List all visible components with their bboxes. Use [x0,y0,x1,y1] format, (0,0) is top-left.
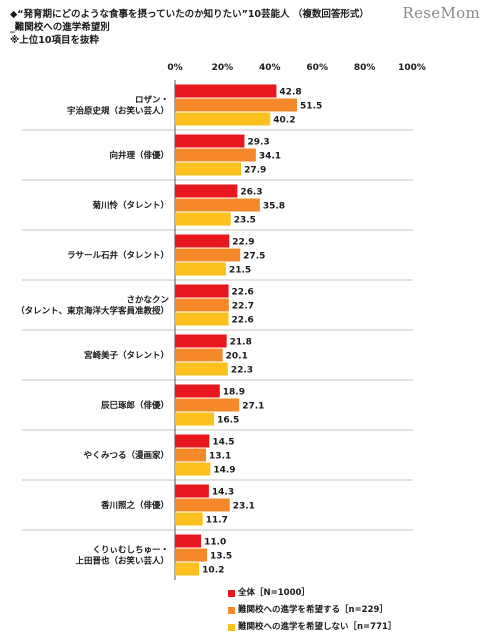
bar [175,334,227,348]
bar [175,548,207,562]
data-label: 16.5 [217,415,239,425]
x-tick-label: 60% [306,63,328,73]
data-label: 14.3 [212,487,234,497]
bar [175,512,203,526]
bar [175,398,240,412]
data-label: 27.5 [243,251,265,261]
data-label: 14.9 [213,465,235,475]
category-label: 香川照之（俳優） [100,500,169,511]
x-tick-label: 20% [212,63,234,73]
bar [175,184,238,198]
category-label: 宇治原史規（お笑い芸人） [67,106,169,117]
bar [175,562,200,576]
category-label: やくみつる（漫画家） [84,450,169,461]
bar [175,84,277,98]
bar [175,162,242,176]
legend-label-want: 難関校への進学を希望する［n=229］ [238,605,388,615]
data-label: 40.2 [273,115,295,125]
data-label: 29.3 [247,137,269,147]
bar [175,412,215,426]
data-label: 27.1 [242,401,264,411]
bar [175,384,220,398]
legend-item-not-want: 難関校への進学を希望しない［n=771］ [228,619,396,636]
category-label: さかなクン [126,295,169,306]
bar [175,534,202,548]
category-label: 上田晋也（お笑い芸人） [75,556,169,567]
bar [175,198,260,212]
bar [175,234,230,248]
category-label: くりぃむしちゅー・ [92,546,169,556]
bar [175,212,231,226]
data-label: 10.2 [202,565,224,575]
data-label: 18.9 [223,387,245,397]
legend-item-all: 全体［N=1000］ [228,585,396,602]
bar [175,362,228,376]
data-label: 51.5 [300,101,322,111]
data-label: 34.1 [259,151,281,161]
data-label: 22.9 [232,237,254,247]
data-label: 22.6 [232,315,254,325]
chart-subtitle: _難関校への進学希望別 [10,22,110,33]
bar [175,348,223,362]
legend-label-all: 全体［N=1000］ [238,588,310,598]
resemom-logo: ReseMom [402,4,480,22]
category-label: ラサール石井（タレント） [67,250,169,261]
x-tick-label: 0% [167,63,182,73]
data-label: 13.1 [209,451,231,461]
category-label: ロザン・ [135,96,169,106]
category-label: （タレント、東京海洋大学客員准教授） [16,306,169,317]
data-label: 23.1 [233,501,255,511]
category-label: 宮崎美子（タレント） [84,350,169,361]
bar [175,462,211,476]
bar [175,248,241,262]
data-label: 35.8 [263,201,285,211]
x-tick-label: 80% [354,63,376,73]
legend-item-want: 難関校への進学を希望する［n=229］ [228,602,396,619]
bar [175,434,210,448]
bar [175,98,298,112]
data-label: 27.9 [244,165,266,175]
x-tick-label: 100% [398,63,426,73]
data-label: 22.3 [231,365,253,375]
bar [175,262,226,276]
bar [175,298,229,312]
data-label: 11.7 [206,515,228,525]
bar [175,448,207,462]
data-label: 23.5 [234,215,256,225]
chart-note: ※上位10項目を抜粋 [10,35,99,46]
data-label: 13.5 [210,551,232,561]
chart-title: ◆“発育期にどのような食事を摂っていたのか知りたい”10芸能人 （複数回答形式） [10,9,369,20]
bar [175,112,271,126]
category-label: 辰巳琢郎（俳優） [101,400,169,411]
data-label: 22.7 [232,301,254,311]
data-label: 20.1 [226,351,248,361]
data-label: 22.6 [232,287,254,297]
legend-label-not-want: 難関校への進学を希望しない［n=771］ [238,622,397,632]
bar [175,134,245,148]
legend-swatch-all [228,590,235,597]
data-label: 21.8 [230,337,252,347]
category-label: 菊川怜（タレント） [92,200,169,211]
data-label: 14.5 [212,437,234,447]
legend-swatch-not-want [228,624,235,631]
bar [175,284,229,298]
chart-legend: 全体［N=1000］ 難関校への進学を希望する［n=229］ 難関校への進学を希… [228,585,396,636]
chart-header: ◆“発育期にどのような食事を摂っていたのか知りたい”10芸能人 （複数回答形式）… [10,8,390,47]
bar [175,498,230,512]
data-label: 21.5 [229,265,251,275]
data-label: 42.8 [279,87,301,97]
bar [175,148,256,162]
legend-swatch-want [228,607,235,614]
x-tick-label: 40% [259,63,281,73]
category-label: 向井理（俳優） [109,150,169,161]
data-label: 26.3 [240,187,262,197]
bar [175,312,229,326]
bar [175,484,209,498]
data-label: 11.0 [204,537,226,547]
